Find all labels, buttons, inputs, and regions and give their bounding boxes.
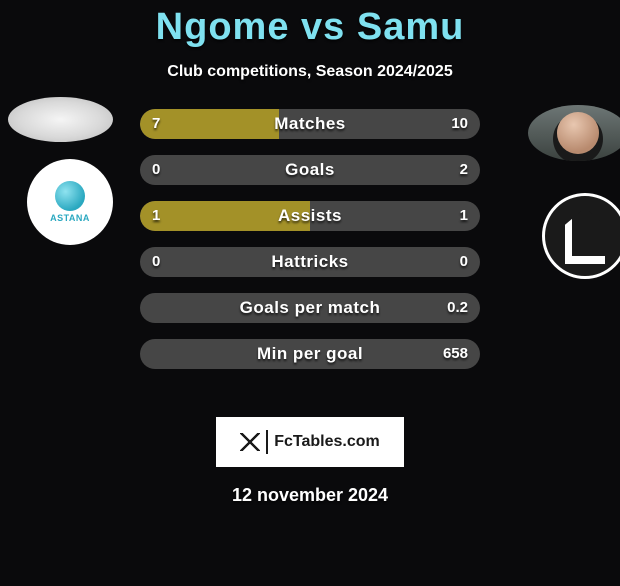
brand-text: FcTables.com [274,433,380,451]
left-club-label: ASTANA [50,213,90,223]
stat-row: 0Goals2 [140,155,480,185]
brand-icon [240,433,260,451]
stat-right-value: 0.2 [447,293,468,323]
soccer-ball-icon [55,181,85,211]
stat-label: Min per goal [140,339,480,369]
subtitle: Club competitions, Season 2024/2025 [0,63,620,81]
left-player-avatar [8,97,113,142]
stat-row: 7Matches10 [140,109,480,139]
stat-bars: 7Matches100Goals21Assists10Hattricks0Goa… [140,109,480,385]
divider [266,430,268,454]
right-club-badge [542,193,620,279]
stat-right-value: 10 [451,109,468,139]
stat-row: Goals per match0.2 [140,293,480,323]
stat-row: Min per goal658 [140,339,480,369]
date-label: 12 november 2024 [0,485,620,506]
stat-right-value: 2 [460,155,468,185]
brand-box[interactable]: FcTables.com [216,417,404,467]
left-club-badge: ASTANA [27,159,113,245]
stat-row: 1Assists1 [140,201,480,231]
stat-label: Goals per match [140,293,480,323]
stat-right-value: 1 [460,201,468,231]
stat-label: Matches [140,109,480,139]
comparison-stage: ASTANA 7Matches100Goals21Assists10Hattri… [0,109,620,419]
stat-label: Hattricks [140,247,480,277]
stat-label: Goals [140,155,480,185]
stat-label: Assists [140,201,480,231]
right-player-avatar [528,105,620,161]
stat-row: 0Hattricks0 [140,247,480,277]
stat-right-value: 0 [460,247,468,277]
page-title: Ngome vs Samu [0,6,620,49]
stat-right-value: 658 [443,339,468,369]
